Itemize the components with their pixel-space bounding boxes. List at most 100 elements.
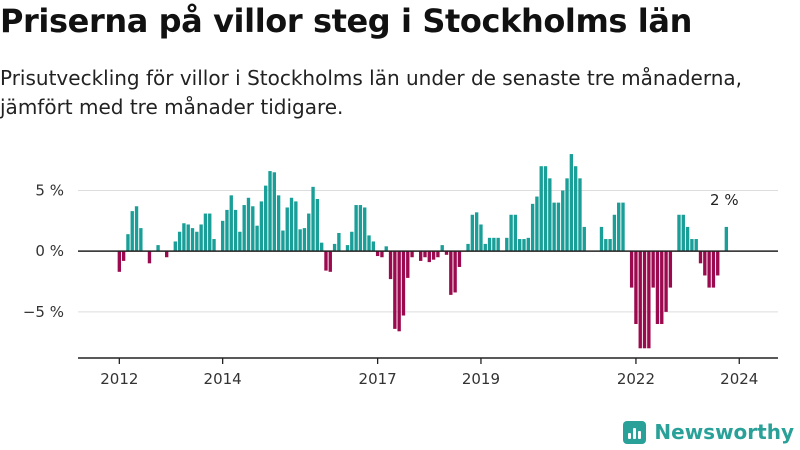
x-tick-label: 2012: [100, 370, 138, 388]
bar: [276, 195, 281, 252]
bar: [647, 251, 651, 349]
bar: [444, 251, 449, 255]
chart-title: Priserna på villor steg i Stockholms län: [0, 2, 692, 40]
bar: [539, 166, 543, 252]
bar: [629, 251, 634, 288]
bar: [543, 166, 548, 252]
bar: [182, 223, 186, 252]
x-tick-label: 2014: [204, 370, 242, 388]
bar: [621, 202, 625, 252]
bar: [371, 241, 376, 252]
bar: [703, 251, 707, 276]
bar: [496, 237, 500, 252]
bar: [195, 231, 199, 252]
bar: [556, 202, 561, 252]
bar: [380, 251, 384, 258]
bar: [328, 251, 332, 272]
bar: [126, 234, 130, 252]
x-tick-label: 2024: [720, 370, 758, 388]
bar: [582, 226, 586, 252]
bar: [134, 206, 139, 252]
x-tick-label: 2017: [359, 370, 397, 388]
tick-labels: 5 % 0 % −5 % 2012 2014 2017 2019 2022 2024 2 %: [23, 181, 758, 388]
bar: [716, 251, 720, 276]
bar: [513, 214, 518, 252]
bar: [319, 242, 324, 252]
bar: [724, 226, 729, 252]
bar: [608, 239, 612, 252]
bar: [638, 251, 642, 349]
bar: [526, 237, 530, 252]
bar: [121, 251, 126, 261]
bar: [363, 207, 367, 252]
y-tick-label: −5 %: [23, 303, 64, 321]
bar: [393, 251, 397, 329]
bar: [449, 251, 453, 295]
bar: [655, 251, 660, 325]
bar: [487, 237, 492, 252]
x-tick-label: 2019: [462, 370, 500, 388]
bar: [289, 197, 294, 252]
bar: [457, 251, 462, 267]
bar: [199, 224, 203, 252]
bar: [238, 231, 242, 252]
bar: [569, 154, 574, 252]
bar: [561, 190, 565, 252]
bar: [130, 211, 134, 252]
bar: [664, 251, 668, 312]
bar: [177, 231, 182, 252]
bar: [685, 226, 690, 252]
bar: [259, 201, 264, 252]
bar: [298, 229, 302, 252]
bar: [117, 251, 122, 272]
y-tick-label: 5 %: [35, 181, 64, 199]
bar: [165, 251, 169, 258]
bar: [565, 178, 569, 252]
bar: [707, 251, 711, 288]
newsworthy-logo[interactable]: Newsworthy: [623, 420, 794, 444]
bar: [294, 201, 298, 252]
bar: [354, 205, 358, 252]
bar: [173, 241, 177, 252]
bar: [367, 235, 371, 252]
bar: [505, 237, 509, 252]
bar: [246, 197, 251, 252]
bar: [419, 251, 423, 261]
bar: [233, 209, 238, 252]
bar: [690, 239, 694, 252]
bar: [375, 251, 380, 257]
bar: [208, 213, 212, 252]
bar: [324, 251, 328, 271]
bar: [423, 251, 427, 258]
bar: [139, 228, 143, 252]
x-tick-label: 2022: [617, 370, 655, 388]
bar: [474, 212, 479, 252]
bar: [651, 251, 655, 288]
bar: [518, 239, 522, 252]
bar: [406, 251, 410, 278]
bar: [522, 239, 526, 252]
bar: [186, 224, 190, 252]
bar: [509, 214, 513, 252]
bar-series: [117, 154, 729, 349]
bar: [431, 251, 436, 260]
brand-name: Newsworthy: [654, 420, 794, 444]
bar: [397, 251, 401, 332]
bar: [212, 239, 216, 252]
bar: [642, 251, 647, 349]
bar: [251, 206, 255, 252]
bar: [268, 171, 272, 252]
bar: [302, 228, 307, 252]
bar: [436, 251, 440, 258]
bar: [311, 186, 315, 252]
bar: [573, 166, 578, 252]
bar: [307, 213, 311, 252]
bar: [388, 251, 393, 280]
bar: [427, 251, 431, 263]
bar: [264, 185, 268, 252]
bar: [617, 202, 621, 252]
bar: [225, 209, 229, 252]
bar: [345, 245, 350, 252]
bar: [147, 251, 152, 264]
chart-subtitle: Prisutveckling för villor i Stockholms l…: [0, 66, 742, 119]
